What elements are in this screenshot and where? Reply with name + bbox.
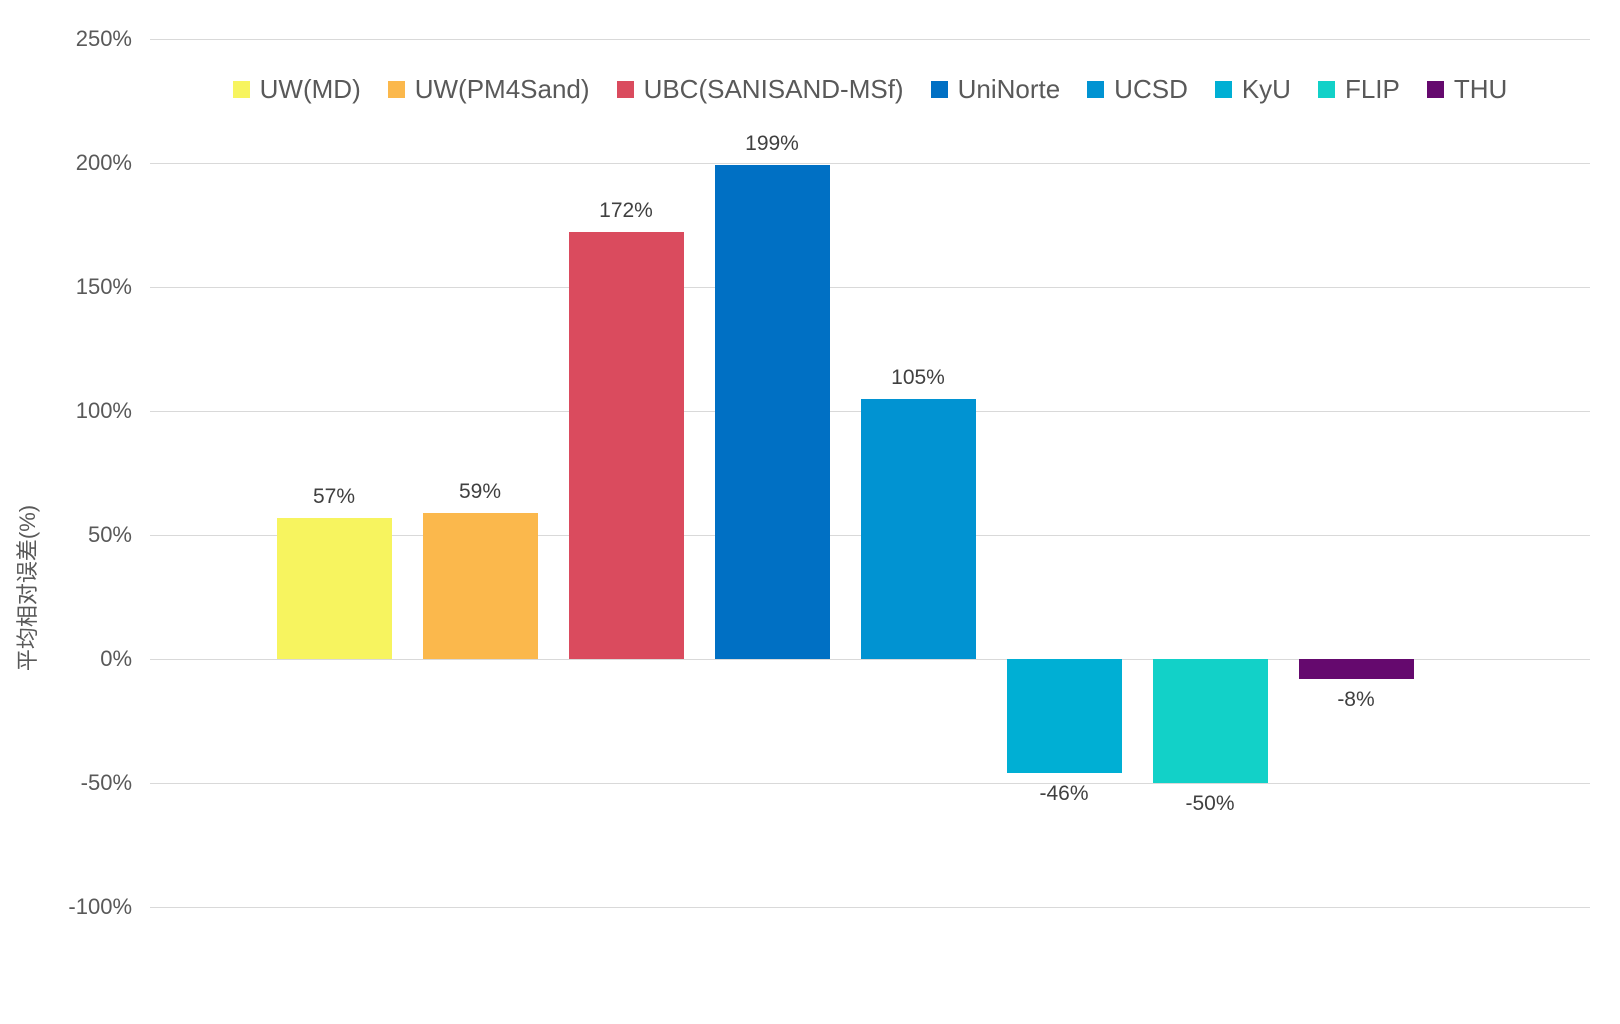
bar-uw-md- xyxy=(276,517,392,659)
y-axis-tick-label: 50% xyxy=(87,522,132,547)
legend-swatch-icon xyxy=(1087,80,1105,98)
legend-label: THU xyxy=(1453,73,1508,104)
legend-swatch-icon xyxy=(232,80,250,98)
bar-data-label: 59% xyxy=(458,479,502,503)
y-axis-title: 平均相对误差(%) xyxy=(15,504,40,672)
bar-thu xyxy=(1298,659,1414,679)
y-axis-tick-label: 250% xyxy=(75,26,132,51)
bar-flip xyxy=(1152,659,1268,783)
bar-uw-pm4sand- xyxy=(422,512,538,659)
y-axis-tick-label: 0% xyxy=(100,646,132,671)
legend-label: UBC(SANISAND-MSf) xyxy=(643,73,904,104)
bar-data-label: 57% xyxy=(312,484,356,508)
bar-ubc-sanisand-msf- xyxy=(568,232,684,659)
legend-item-uw-pm4sand-: UW(PM4Sand) xyxy=(387,73,590,105)
bar-data-label: 199% xyxy=(745,132,799,156)
y-axis-tick-label: -50% xyxy=(80,770,132,795)
legend-swatch-icon xyxy=(387,80,405,98)
legend-item-uninorte: UniNorte xyxy=(930,73,1061,105)
bar-ucsd xyxy=(860,398,976,659)
legend-item-uw-md-: UW(MD) xyxy=(232,73,361,105)
gridline xyxy=(150,163,1590,164)
y-axis-tick-label: -100% xyxy=(68,894,132,919)
legend-item-kyu: KyU xyxy=(1214,73,1291,105)
legend-item-ucsd: UCSD xyxy=(1087,74,1188,105)
bar-data-label: -46% xyxy=(1039,782,1089,806)
legend-item-thu: THU xyxy=(1426,73,1508,105)
gridline xyxy=(150,659,1590,660)
legend-swatch-icon xyxy=(616,80,634,98)
bar-data-label: 105% xyxy=(891,365,945,389)
y-axis-tick-label: 150% xyxy=(75,274,132,299)
bar-data-label: 172% xyxy=(599,199,653,223)
legend-swatch-icon xyxy=(1317,80,1335,98)
legend-swatch-icon xyxy=(930,80,948,98)
legend-item-ubc-sanisand-msf-: UBC(SANISAND-MSf) xyxy=(616,73,904,105)
chart-legend: UW(MD) UW(PM4Sand) UBC(SANISAND-MSf) UniNor… xyxy=(150,74,1590,104)
legend-label: UCSD xyxy=(1114,73,1188,104)
bar-data-label: -50% xyxy=(1185,792,1235,815)
legend-label: UniNorte xyxy=(957,73,1061,104)
gridline xyxy=(150,907,1590,908)
gridline xyxy=(150,783,1590,784)
bar-data-label: -8% xyxy=(1337,687,1375,711)
gridline xyxy=(150,39,1590,40)
y-axis-tick-label: 100% xyxy=(75,398,132,423)
legend-swatch-icon xyxy=(1426,80,1444,98)
bar-kyu xyxy=(1006,659,1122,774)
legend-swatch-icon xyxy=(1214,80,1232,98)
legend-label: KyU xyxy=(1241,73,1291,104)
y-axis-tick-label: 200% xyxy=(75,150,132,175)
legend-label: UW(MD) xyxy=(259,73,361,104)
legend-label: FLIP xyxy=(1344,73,1400,104)
legend-label: UW(PM4Sand) xyxy=(414,73,590,104)
bar-uninorte xyxy=(714,165,830,659)
gridline xyxy=(150,287,1590,288)
legend-item-flip: FLIP xyxy=(1317,73,1400,105)
